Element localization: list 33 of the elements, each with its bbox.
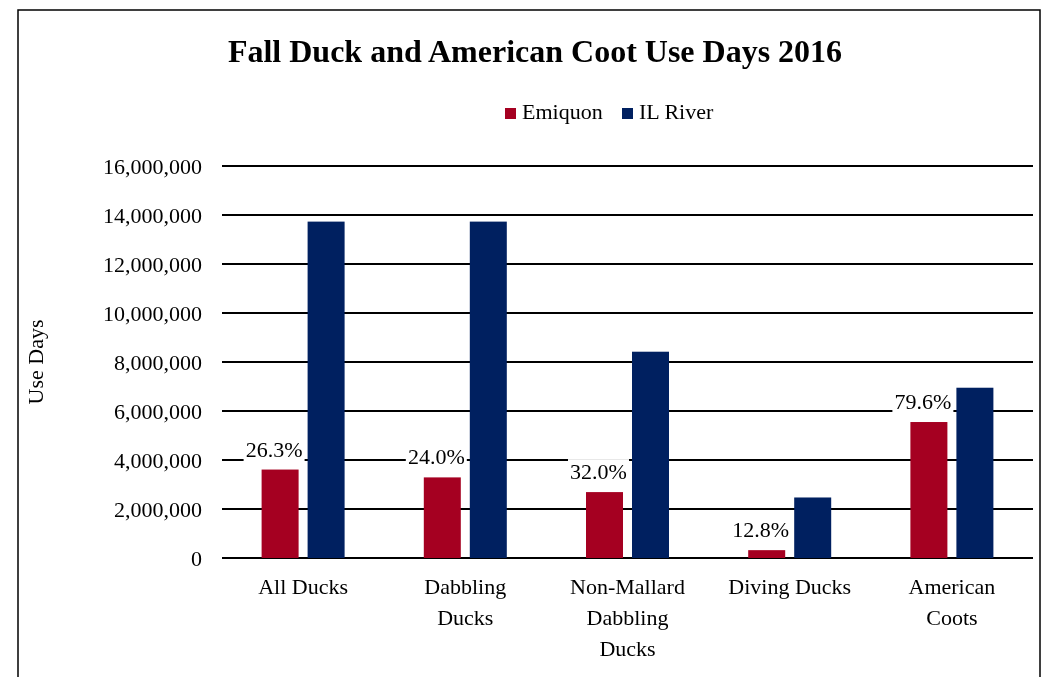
bar [261, 469, 299, 558]
bar [748, 550, 786, 558]
x-tick-label: All Ducks [258, 574, 349, 599]
annotation: 12.8% [732, 517, 790, 543]
y-axis-title: Use Days [23, 319, 48, 405]
y-tick-label: 16,000,000 [103, 153, 202, 179]
y-tick-label: 6,000,000 [114, 398, 202, 424]
bar [307, 221, 345, 558]
x-tick-label: Dabbling Ducks [424, 574, 507, 630]
annotation: 32.0% [570, 459, 627, 485]
y-tick-label: 0 [191, 545, 202, 571]
y-tick-label: 2,000,000 [114, 496, 202, 522]
x-tick-label: Diving Ducks [728, 574, 852, 599]
annotation: 79.6% [894, 389, 952, 415]
annotation: 24.0% [407, 444, 465, 470]
bar [956, 387, 994, 558]
y-tick-label: 8,000,000 [114, 349, 202, 375]
bar [794, 497, 832, 558]
chart-title: Fall Duck and American Coot Use Days 2016 [227, 33, 843, 69]
x-tick-label: Non-Mallard Dabbling Ducks [570, 574, 685, 661]
y-tick-label: 14,000,000 [103, 202, 202, 228]
y-tick-label: 12,000,000 [103, 251, 202, 277]
bar [469, 221, 507, 558]
x-tick-label: American Coots [908, 574, 996, 630]
legend-label: IL River [639, 99, 714, 124]
bar [423, 477, 461, 558]
bar [910, 422, 948, 558]
y-tick-label: 4,000,000 [114, 447, 202, 473]
bar [632, 351, 669, 558]
annotation: 26.3% [245, 436, 303, 462]
y-tick-label: 10,000,000 [103, 300, 202, 326]
legend-label: Emiquon [522, 99, 603, 124]
bar [586, 492, 623, 558]
